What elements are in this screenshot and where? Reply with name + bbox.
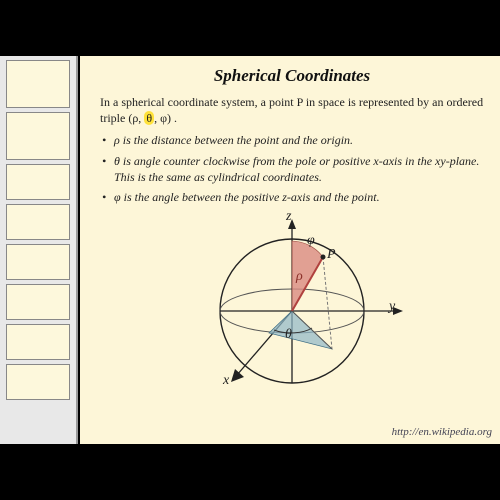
- sphere-diagram: z y x P ρ φ θ: [177, 211, 407, 401]
- bullet-item: φ is the angle between the positive z-ax…: [100, 189, 484, 205]
- bullet-item: ρ is the distance between the point and …: [100, 132, 484, 148]
- slide-thumb[interactable]: [6, 60, 70, 108]
- slide-thumb[interactable]: [6, 364, 70, 400]
- slide-thumb[interactable]: [6, 112, 70, 160]
- bullet-list: ρ is the distance between the point and …: [100, 132, 484, 205]
- credit-text: http://en.wikipedia.org: [392, 426, 492, 438]
- slide-thumb[interactable]: [6, 324, 70, 360]
- slide-thumb[interactable]: [6, 204, 70, 240]
- highlight: θ: [144, 111, 154, 125]
- slide-thumb[interactable]: [6, 284, 70, 320]
- diagram-svg: [177, 211, 407, 401]
- slide-thumb[interactable]: [6, 244, 70, 280]
- slide-title: Spherical Coordinates: [100, 66, 484, 86]
- bullet-item: θ is angle counter clockwise from the po…: [100, 153, 484, 185]
- x-label: x: [223, 373, 229, 389]
- thumbnail-panel: [0, 56, 78, 444]
- theta-label: θ: [285, 327, 292, 343]
- intro-text: In a spherical coordinate system, a poin…: [100, 94, 484, 126]
- p-label: P: [327, 247, 336, 263]
- slide-thumb[interactable]: [6, 164, 70, 200]
- phi-label: φ: [307, 233, 315, 249]
- slide-content: Spherical Coordinates In a spherical coo…: [80, 56, 500, 444]
- rho-label: ρ: [296, 269, 303, 285]
- intro-post: , φ) .: [154, 111, 177, 125]
- z-label: z: [286, 209, 291, 225]
- y-label: y: [389, 299, 395, 315]
